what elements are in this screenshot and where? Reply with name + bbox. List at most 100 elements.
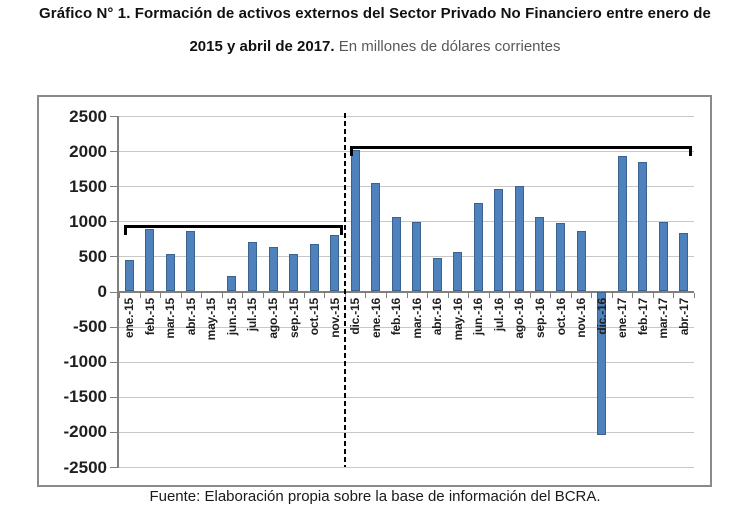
x-axis-label-ene.-17: ene.-17 bbox=[615, 297, 630, 338]
gridline-1000 bbox=[119, 221, 694, 223]
source-note: Fuente: Elaboración propia sobre la base… bbox=[149, 488, 601, 505]
bar-oct.-16 bbox=[556, 222, 566, 292]
x-axis-label-feb.-16: feb.-16 bbox=[389, 297, 404, 335]
bar-may.-16 bbox=[453, 252, 463, 292]
x-axis-label-oct.-16: oct.-16 bbox=[553, 297, 568, 335]
x-axis-label-nov.-15: nov.-15 bbox=[327, 297, 342, 338]
chart-title: Gráfico N° 1. Formación de activos exter… bbox=[0, 4, 750, 57]
y-tick--2000 bbox=[110, 431, 119, 433]
chart-title-line2: 2015 y abril de 2017. En millones de dól… bbox=[0, 37, 750, 57]
x-tick bbox=[365, 292, 367, 298]
plot-area: 2500 2000 1500 1000 500 0 -500 -1000 -1500 -2000 -… bbox=[64, 107, 695, 477]
bar-abr.-15 bbox=[186, 231, 196, 292]
bar-feb.-16 bbox=[391, 217, 401, 292]
x-axis-line bbox=[119, 290, 694, 293]
y-tick--500 bbox=[110, 326, 119, 328]
x-tick bbox=[406, 292, 408, 298]
x-axis-label-nov.-16: nov.-16 bbox=[574, 297, 589, 338]
x-tick bbox=[468, 292, 470, 298]
x-axis-label-abr.-15: abr.-15 bbox=[183, 297, 198, 335]
bar-ago.-15 bbox=[268, 247, 278, 292]
gridline--500 bbox=[119, 326, 694, 328]
bar-nov.-15 bbox=[330, 234, 340, 292]
x-tick bbox=[652, 292, 654, 298]
x-axis-label-ene.-15: ene.-15 bbox=[122, 297, 137, 338]
y-tick-2000 bbox=[110, 151, 119, 153]
y-axis-label-1500: 1500 bbox=[69, 176, 107, 196]
x-tick bbox=[570, 292, 572, 298]
x-axis-label-feb.-17: feb.-17 bbox=[635, 297, 650, 335]
y-axis-label-500: 500 bbox=[78, 246, 107, 266]
period-bracket-1 bbox=[124, 225, 343, 236]
x-axis-label-jul.-16: jul.-16 bbox=[491, 297, 506, 331]
x-tick bbox=[324, 292, 326, 298]
x-tick bbox=[591, 292, 593, 298]
x-axis-label-ago.-15: ago.-15 bbox=[266, 297, 281, 339]
x-tick bbox=[221, 292, 223, 298]
x-axis-label-abr.-16: abr.-16 bbox=[430, 297, 445, 335]
bar-nov.-16 bbox=[576, 231, 586, 292]
x-axis-label-jun.-15: jun.-15 bbox=[224, 297, 239, 335]
x-tick bbox=[242, 292, 244, 298]
bar-jun.-15 bbox=[227, 276, 237, 292]
x-tick bbox=[673, 292, 675, 298]
gridline-1500 bbox=[119, 186, 694, 188]
x-axis-label-abr.-17: abr.-17 bbox=[676, 297, 691, 335]
bar-oct.-15 bbox=[309, 244, 319, 292]
x-tick bbox=[632, 292, 634, 298]
x-tick bbox=[283, 292, 285, 298]
x-axis-label-may.-16: may.-16 bbox=[450, 297, 465, 340]
x-tick bbox=[303, 292, 305, 298]
x-axis-label-dic.-15: dic.-15 bbox=[348, 297, 363, 335]
x-axis-label-jul.-15: jul.-15 bbox=[245, 297, 260, 331]
chart-title-units: En millones de dólares corrientes bbox=[338, 38, 561, 55]
x-axis-label-sep.-15: sep.-15 bbox=[286, 297, 301, 338]
x-axis-label-dic.-16: dic.-16 bbox=[594, 297, 609, 335]
y-tick-1000 bbox=[110, 221, 119, 223]
gridline-2000 bbox=[119, 151, 694, 153]
x-tick bbox=[488, 292, 490, 298]
bar-mar.-15 bbox=[165, 253, 175, 292]
chart-container: 2500 2000 1500 1000 500 0 -500 -1000 -1500 -2000 -… bbox=[37, 95, 712, 487]
y-axis-label-2500: 2500 bbox=[69, 106, 107, 126]
y-axis-label--1500: -1500 bbox=[63, 387, 107, 407]
chart-title-period: 2015 y abril de 2017. bbox=[189, 38, 335, 55]
bar-jul.-15 bbox=[247, 242, 257, 292]
x-tick bbox=[529, 292, 531, 298]
y-tick-500 bbox=[110, 256, 119, 258]
gridline-2500 bbox=[119, 116, 694, 117]
bar-jun.-16 bbox=[473, 202, 483, 292]
y-tick-1500 bbox=[110, 186, 119, 188]
period-separator-dashed-line bbox=[343, 113, 346, 467]
y-axis-label--1000: -1000 bbox=[63, 352, 107, 372]
x-tick bbox=[509, 292, 511, 298]
x-tick bbox=[611, 292, 613, 298]
x-axis-label-feb.-15: feb.-15 bbox=[142, 297, 157, 335]
chart-title-line1: Gráfico N° 1. Formación de activos exter… bbox=[39, 5, 711, 22]
x-tick bbox=[160, 292, 162, 298]
bar-ene.-15 bbox=[124, 260, 134, 292]
bar-mar.-17 bbox=[658, 222, 668, 292]
y-axis-label--2000: -2000 bbox=[63, 422, 107, 442]
y-axis-label-2000: 2000 bbox=[69, 141, 107, 161]
x-tick bbox=[694, 292, 695, 298]
x-tick bbox=[550, 292, 552, 298]
x-axis-label-ene.-16: ene.-16 bbox=[368, 297, 383, 338]
x-tick bbox=[201, 292, 203, 298]
y-tick--1500 bbox=[110, 396, 119, 398]
y-axis-label--500: -500 bbox=[72, 317, 107, 337]
x-tick bbox=[139, 292, 141, 298]
bar-mar.-16 bbox=[412, 222, 422, 292]
y-tick-0 bbox=[110, 291, 119, 293]
x-axis-label-jun.-16: jun.-16 bbox=[471, 297, 486, 335]
bar-ene.-16 bbox=[371, 182, 381, 292]
x-axis-label-mar.-15: mar.-15 bbox=[163, 297, 178, 339]
y-tick-2500 bbox=[110, 116, 119, 117]
x-axis-label-sep.-16: sep.-16 bbox=[532, 297, 547, 338]
y-tick--2500 bbox=[110, 467, 119, 468]
x-axis-label-ago.-16: ago.-16 bbox=[512, 297, 527, 339]
bar-sep.-15 bbox=[289, 253, 299, 292]
x-axis-label-oct.-15: oct.-15 bbox=[307, 297, 322, 335]
bar-feb.-17 bbox=[638, 161, 648, 292]
